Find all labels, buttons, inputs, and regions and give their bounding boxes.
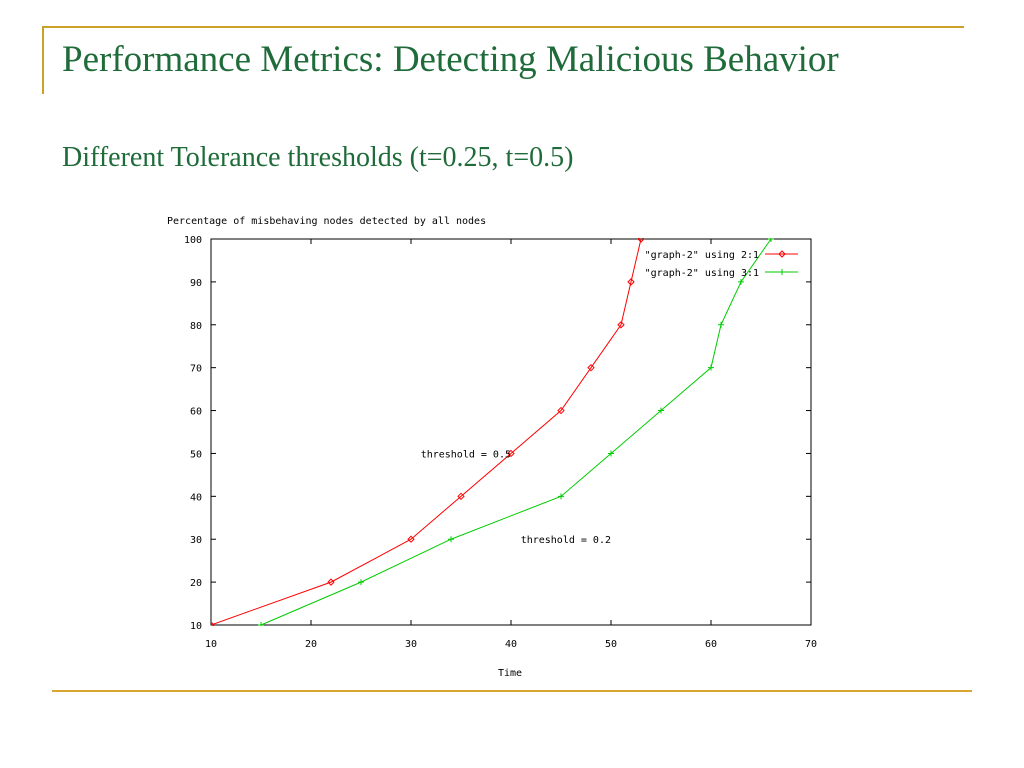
y-tick-label: 70 [190, 364, 202, 375]
data-point [507, 449, 515, 458]
y-tick-label: 30 [190, 535, 202, 546]
data-point [708, 364, 714, 371]
data-point [738, 278, 744, 285]
slide-subtitle: Different Tolerance thresholds (t=0.25, … [62, 142, 574, 173]
x-tick-label: 20 [305, 639, 317, 650]
y-tick-label: 100 [184, 235, 202, 246]
y-tick-label: 90 [190, 278, 202, 289]
x-tick-label: 40 [505, 639, 517, 650]
axis-ticks: 10 20 30 40 50 60 70 10 20 30 40 50 60 70 80 90 100 [184, 235, 817, 650]
x-tick-label: 70 [805, 639, 817, 650]
legend-marker [779, 269, 785, 275]
data-point [587, 363, 595, 372]
x-tick-label: 30 [405, 639, 417, 650]
data-point [627, 278, 635, 286]
slide-accent-left-rule [42, 26, 44, 94]
data-point [407, 535, 415, 543]
data-point [768, 238, 774, 242]
data-point [557, 406, 565, 415]
data-point [258, 622, 264, 626]
annotation-label: threshold = 0.2 [521, 535, 611, 546]
series-line [260, 238, 772, 626]
data-point [718, 321, 724, 328]
series-2 [258, 238, 774, 626]
y-tick-label: 20 [190, 578, 202, 589]
y-tick-label: 50 [190, 449, 202, 460]
x-tick-label: 10 [205, 639, 217, 650]
slide-title: Performance Metrics: Detecting Malicious… [62, 39, 839, 80]
chart-title: Percentage of misbehaving nodes detected… [167, 216, 486, 227]
series-layer [211, 238, 774, 626]
data-point [608, 450, 614, 457]
series-line [211, 238, 642, 626]
data-point [358, 579, 364, 586]
y-tick-label: 60 [190, 407, 202, 418]
data-point [637, 238, 645, 243]
data-point [457, 492, 465, 501]
data-point [617, 321, 625, 329]
legend-label: "graph-2" using 3:1 [645, 268, 759, 279]
plot-frame [210, 238, 812, 626]
slide-accent-bottom-rule [52, 690, 972, 692]
x-tick-label: 60 [705, 639, 717, 650]
legend-marker [778, 250, 786, 258]
y-tick-label: 10 [190, 621, 202, 632]
x-tick-label: 50 [605, 639, 617, 650]
series-1 [211, 238, 645, 626]
data-point [448, 536, 454, 543]
data-point [211, 621, 215, 626]
data-point [327, 578, 335, 586]
data-point [558, 493, 564, 500]
chart-legend: "graph-2" using 2:1 "graph-2" using 3:1 [645, 250, 798, 279]
y-tick-label: 40 [190, 492, 202, 503]
slide-accent-top-rule [42, 26, 964, 28]
annotation-layer: threshold = 0.5 threshold = 0.2 [421, 449, 611, 546]
annotation-label: threshold = 0.5 [421, 449, 511, 460]
y-tick-label: 80 [190, 321, 202, 332]
legend-label: "graph-2" using 2:1 [645, 250, 759, 261]
data-point [658, 407, 664, 414]
x-axis-label: Time [498, 668, 522, 679]
